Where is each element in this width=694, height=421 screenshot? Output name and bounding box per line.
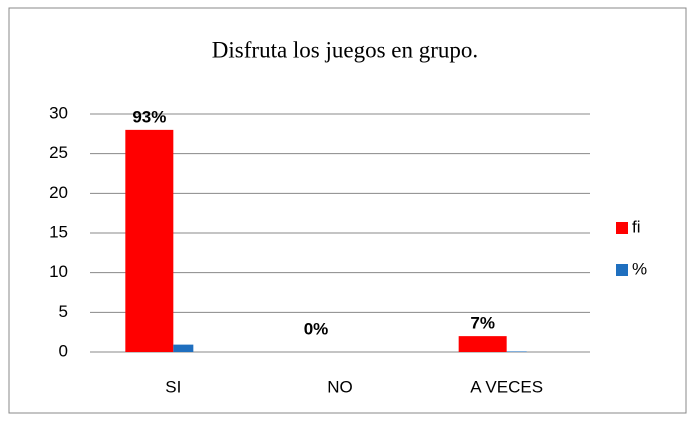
legend-label: % xyxy=(632,259,647,278)
y-tick-label: 5 xyxy=(59,302,68,321)
legend-swatch xyxy=(616,222,628,234)
data-label: 93% xyxy=(132,107,166,126)
x-tick-label: SI xyxy=(165,377,181,396)
y-tick-label: 0 xyxy=(59,341,68,360)
bar xyxy=(506,351,527,352)
x-tick-label: NO xyxy=(327,377,353,396)
legend-swatch xyxy=(616,264,628,276)
y-tick-label: 15 xyxy=(49,222,68,241)
chart-title: Disfruta los juegos en grupo. xyxy=(212,37,478,62)
bar xyxy=(458,336,507,352)
bar xyxy=(125,129,174,352)
y-tick-label: 25 xyxy=(49,143,68,162)
y-tick-label: 20 xyxy=(49,183,68,202)
y-tick-label: 30 xyxy=(49,103,68,122)
data-label: 0% xyxy=(304,319,329,338)
bar xyxy=(173,344,194,352)
legend-label: fi xyxy=(632,217,641,236)
y-tick-label: 10 xyxy=(49,262,68,281)
data-label: 7% xyxy=(470,314,495,333)
x-tick-label: A VECES xyxy=(470,377,543,396)
chart-border xyxy=(8,7,687,414)
